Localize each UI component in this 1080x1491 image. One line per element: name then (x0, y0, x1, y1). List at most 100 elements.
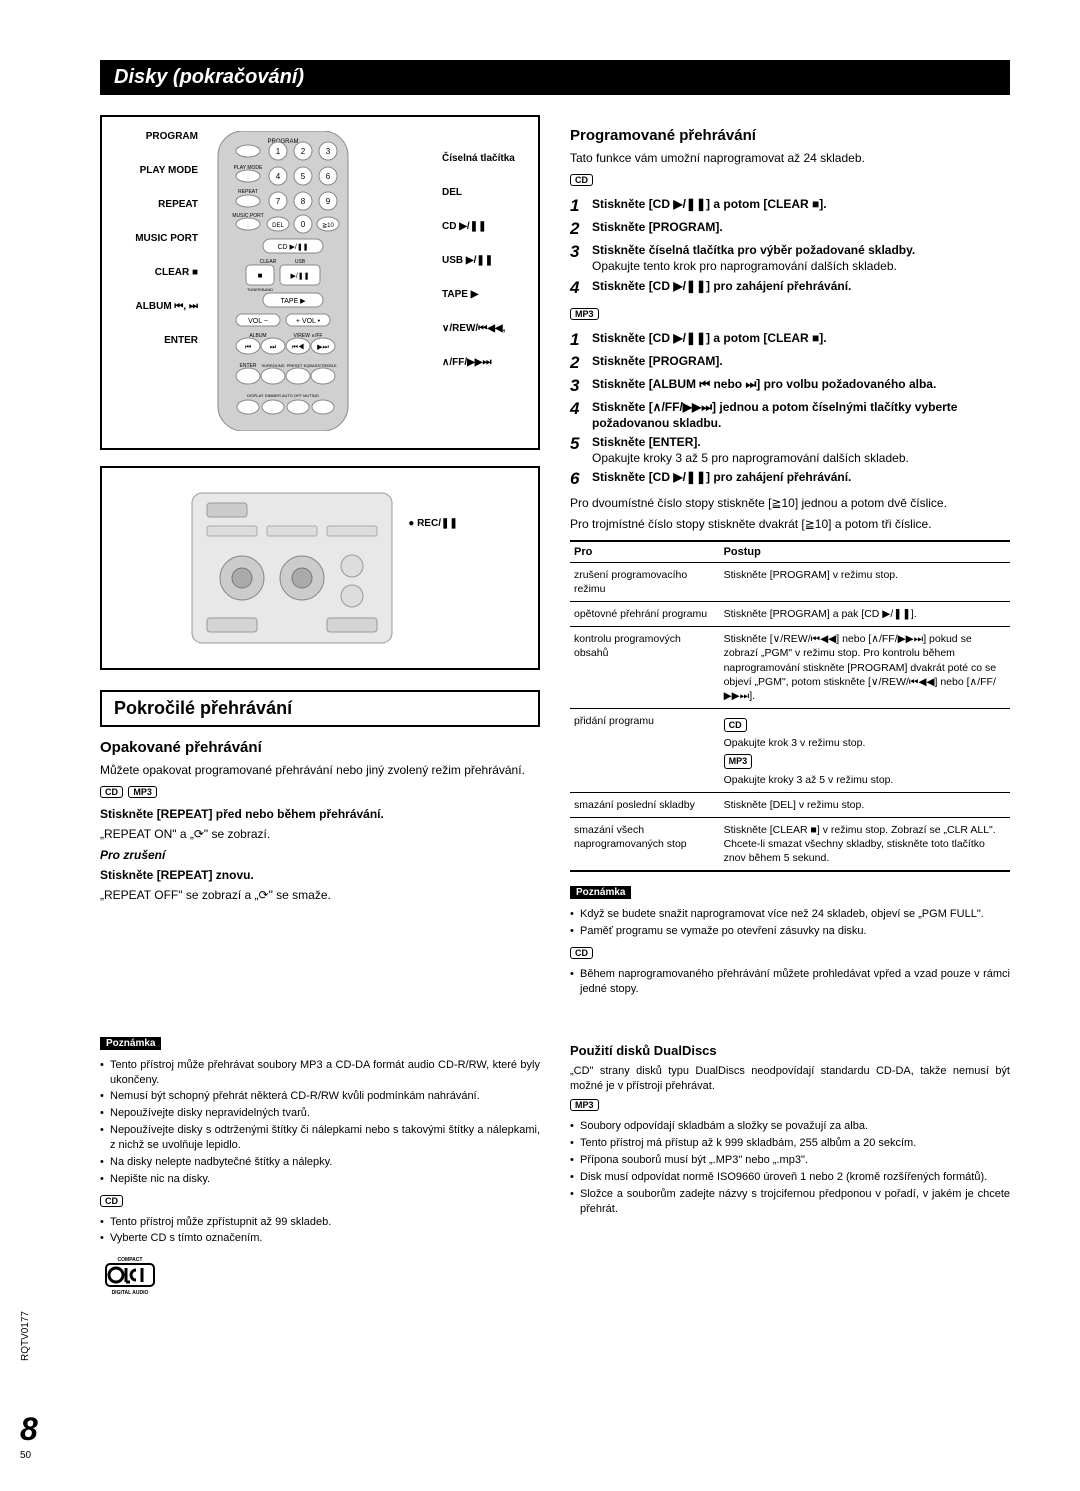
device-svg (182, 488, 402, 648)
svg-text:4: 4 (276, 172, 281, 181)
cell-postup: Stiskněte [PROGRAM] a pak [CD ▶/❚❚]. (720, 602, 1010, 627)
step-num: 2 (570, 353, 592, 373)
rec-label: ● REC/❚❚ (408, 518, 457, 529)
svg-text:TUNER/BAND: TUNER/BAND (247, 287, 273, 292)
step: 1Stiskněte [CD ▶/❚❚] a potom [CLEAR ■]. (570, 196, 1010, 216)
cell-postup: Stiskněte [PROGRAM] v režimu stop. (720, 562, 1010, 601)
doc-code: RQTV0177 (20, 1311, 31, 1361)
svg-text:COMPACT: COMPACT (118, 1257, 143, 1263)
note-2: Paměť programu se vymaže po otevření zás… (570, 924, 1010, 939)
rbl-rew: ∨/REW/⏮◀◀, (442, 323, 524, 335)
step-text: Stiskněte [PROGRAM]. (592, 353, 1010, 373)
cd-steps: 1Stiskněte [CD ▶/❚❚] a potom [CLEAR ■]. 2… (570, 196, 1010, 297)
br-title: Použití disků DualDiscs (570, 1043, 1010, 1058)
svg-text:▶⏭: ▶⏭ (317, 344, 329, 351)
svg-text:2: 2 (301, 147, 306, 156)
bl-cd-badge: CD (100, 1195, 123, 1207)
cell-pro: smazání poslední skladby (570, 792, 720, 817)
badge-cd: CD (100, 786, 123, 798)
cell-postup: CDOpakujte krok 3 v režimu stop.MP3Opaku… (720, 709, 1010, 793)
mp3-steps: 1Stiskněte [CD ▶/❚❚] a potom [CLEAR ■].2… (570, 330, 1010, 490)
svg-text:REPEAT: REPEAT (238, 189, 258, 195)
svg-text:CD ▶/❚❚: CD ▶/❚❚ (277, 243, 308, 251)
list-item: Disk musí odpovídat normě ISO9660 úroveň… (570, 1170, 1010, 1185)
list-item: Tento přístroj má přístup až k 999 sklad… (570, 1136, 1010, 1151)
rbl-cd: CD ▶/❚❚ (442, 221, 524, 233)
step-sub: Opakujte tento krok pro naprogramování d… (592, 258, 1010, 274)
step-text: Stiskněte [CD ▶/❚❚] a potom [CLEAR ■]. (592, 196, 1010, 216)
doc-code-wrap: RQTV0177 (20, 1311, 31, 1361)
step-num: 6 (570, 469, 592, 489)
step: 2Stiskněte [PROGRAM]. (570, 219, 1010, 239)
prog-notes: Když se budete snažit naprogramovat více… (570, 907, 1010, 939)
badge-mp32: MP3 (570, 308, 599, 320)
step-text: Stiskněte [CD ▶/❚❚] a potom [CLEAR ■]. (592, 330, 1010, 350)
step: 3Stiskněte číselná tlačítka pro výběr po… (570, 242, 1010, 274)
step-text: Stiskněte [CD ▶/❚❚] pro zahájení přehráv… (592, 278, 1010, 298)
badge-cd2: CD (570, 174, 593, 186)
step-num: 5 (570, 434, 592, 466)
list-item: Na disky nelepte nadbytečné štítky a nál… (100, 1155, 540, 1170)
step-num: 4 (570, 278, 592, 298)
page-num-small: 50 (20, 1450, 38, 1461)
list-item: Složce a souborům zadejte názvy s trojci… (570, 1187, 1010, 1217)
remote-svg: PROGRAM 1 2 3 PLAY MODE 4 5 6 REPEAT 7 8 (208, 131, 432, 434)
compact-disc-logo: COMPACT DIGITAL AUDIO (100, 1254, 540, 1299)
rbl-del: DEL (442, 187, 524, 199)
step-num: 3 (570, 376, 592, 396)
svg-text:⏮◀: ⏮◀ (292, 343, 305, 351)
repeat-l1: Stiskněte [REPEAT] před nebo během přehr… (100, 807, 384, 821)
step-text: Stiskněte [CD ▶/❚❚] pro zahájení přehráv… (592, 469, 1010, 489)
table-row: opětovné přehrání programuStiskněte [PRO… (570, 602, 1010, 627)
program-title: Programované přehrávání (570, 127, 1010, 144)
cell-pro: zrušení programovacího režimu (570, 562, 720, 601)
step-sub: Opakujte kroky 3 až 5 pro naprogramování… (592, 450, 1010, 466)
lbl-enter: ENTER (116, 335, 198, 347)
table-row: přidání programuCDOpakujte krok 3 v reži… (570, 709, 1010, 793)
repeat-intro: Můžete opakovat programované přehrávání … (100, 762, 540, 778)
svg-text:VOL −: VOL − (248, 318, 268, 325)
remote-diagram: PROGRAM PLAY MODE REPEAT MUSIC PORT CLEA… (100, 115, 540, 450)
svg-text:USB: USB (295, 259, 306, 265)
step-num: 4 (570, 399, 592, 431)
table-row: smazání všech naprogramovaných stopStisk… (570, 817, 1010, 871)
remote-left-labels: PROGRAM PLAY MODE REPEAT MUSIC PORT CLEA… (116, 131, 198, 434)
table-row: kontrolu programových obsahůStiskněte [∨… (570, 627, 1010, 709)
step-text: Stiskněte [ALBUM ⏮ nebo ⏭] pro volbu pož… (592, 376, 1010, 396)
step: 4Stiskněte [CD ▶/❚❚] pro zahájení přehrá… (570, 278, 1010, 298)
cell-postup: Stiskněte [CLEAR ■] v režimu stop. Zobra… (720, 817, 1010, 871)
bl-cd-1: Tento přístroj může zpřístupnit až 99 sk… (100, 1215, 540, 1230)
note-label: Poznámka (570, 886, 631, 899)
svg-text:CLEAR: CLEAR (260, 259, 277, 265)
badge-mp3: MP3 (128, 786, 157, 798)
note-2digit: Pro dvoumístné číslo stopy stiskněte [≧1… (570, 495, 1010, 511)
repeat-title: Opakované přehrávání (100, 739, 540, 756)
step: 3Stiskněte [ALBUM ⏮ nebo ⏭] pro volbu po… (570, 376, 1010, 396)
bl-note-label: Poznámka (100, 1037, 161, 1050)
step-text: Stiskněte číselná tlačítka pro výběr pož… (592, 242, 1010, 274)
svg-text:DEL: DEL (272, 223, 284, 229)
list-item: Nepoužívejte disky s odtrženými štítky č… (100, 1123, 540, 1153)
bl-cd-bullets: Tento přístroj může zpřístupnit až 99 sk… (100, 1215, 540, 1247)
svg-text:▶/❚❚: ▶/❚❚ (290, 272, 309, 280)
program-intro: Tato funkce vám umožní naprogramovat až … (570, 150, 1010, 166)
cell-pro: smazání všech naprogramovaných stop (570, 817, 720, 871)
svg-text:7: 7 (276, 197, 281, 206)
cell-postup: Stiskněte [DEL] v režimu stop. (720, 792, 1010, 817)
list-item: Nepište nic na disky. (100, 1172, 540, 1187)
step: 4Stiskněte [∧/FF/▶▶⏭] jednou a potom čís… (570, 399, 1010, 431)
rbl-tape: TAPE ▶ (442, 289, 524, 301)
step: 6Stiskněte [CD ▶/❚❚] pro zahájení přehrá… (570, 469, 1010, 489)
svg-text:⏮: ⏮ (245, 344, 251, 351)
bl-bullets: Tento přístroj může přehrávat soubory MP… (100, 1058, 540, 1187)
prog-notes-cd: Během naprogramovaného přehrávání můžete… (570, 967, 1010, 997)
svg-text:0: 0 (301, 220, 306, 229)
note-3digit: Pro trojmístné číslo stopy stiskněte dva… (570, 516, 1010, 532)
cell-postup: Stiskněte [∨/REW/⏮◀◀] nebo [∧/FF/▶▶⏭] po… (720, 627, 1010, 709)
svg-text:SURROUND: SURROUND (261, 363, 284, 368)
svg-text:⏭: ⏭ (270, 344, 277, 351)
list-item: Nemusí být schopný přehrát některá CD-R/… (100, 1089, 540, 1104)
list-item: Nepoužívejte disky nepravidelných tvarů. (100, 1106, 540, 1121)
br-mp3-badge: MP3 (570, 1099, 599, 1111)
list-item: Tento přístroj může přehrávat soubory MP… (100, 1058, 540, 1088)
